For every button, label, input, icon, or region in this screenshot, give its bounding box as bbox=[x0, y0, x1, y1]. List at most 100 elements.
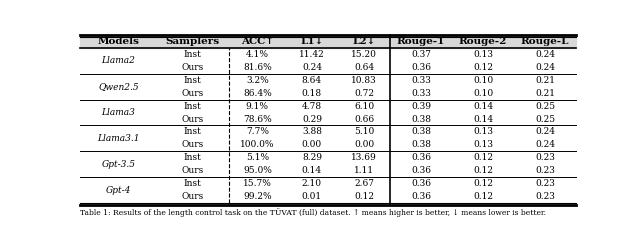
Text: 0.25: 0.25 bbox=[535, 102, 555, 110]
Text: 78.6%: 78.6% bbox=[243, 114, 272, 123]
Text: 0.33: 0.33 bbox=[411, 76, 431, 85]
Text: 0.29: 0.29 bbox=[302, 114, 322, 123]
Text: 0.21: 0.21 bbox=[535, 89, 555, 98]
Text: 0.12: 0.12 bbox=[354, 192, 374, 201]
Text: 8.29: 8.29 bbox=[302, 153, 322, 162]
Text: Ours: Ours bbox=[182, 192, 204, 201]
Text: 0.23: 0.23 bbox=[535, 179, 555, 188]
Text: 81.6%: 81.6% bbox=[243, 63, 272, 72]
Text: 0.14: 0.14 bbox=[473, 102, 493, 110]
Text: Inst: Inst bbox=[184, 179, 202, 188]
Text: 0.13: 0.13 bbox=[473, 127, 493, 136]
Text: 0.00: 0.00 bbox=[302, 140, 322, 149]
Text: 0.36: 0.36 bbox=[411, 153, 431, 162]
Text: 0.24: 0.24 bbox=[302, 63, 322, 72]
Text: Ours: Ours bbox=[182, 140, 204, 149]
Text: 3.2%: 3.2% bbox=[246, 76, 269, 85]
Text: 86.4%: 86.4% bbox=[243, 89, 272, 98]
Text: 2.67: 2.67 bbox=[354, 179, 374, 188]
Text: 0.23: 0.23 bbox=[535, 166, 555, 175]
Text: Inst: Inst bbox=[184, 102, 202, 110]
Text: 0.00: 0.00 bbox=[354, 140, 374, 149]
Text: Rouge-L: Rouge-L bbox=[521, 37, 569, 46]
Text: 0.12: 0.12 bbox=[473, 192, 493, 201]
Text: 0.12: 0.12 bbox=[473, 179, 493, 188]
Text: Llama2: Llama2 bbox=[102, 56, 136, 65]
Text: 5.10: 5.10 bbox=[354, 127, 374, 136]
Text: 8.64: 8.64 bbox=[302, 76, 322, 85]
Text: 0.64: 0.64 bbox=[354, 63, 374, 72]
Text: Ours: Ours bbox=[182, 166, 204, 175]
Text: 0.10: 0.10 bbox=[473, 76, 493, 85]
Text: 11.42: 11.42 bbox=[299, 50, 324, 59]
Text: 0.38: 0.38 bbox=[411, 114, 431, 123]
Text: 13.69: 13.69 bbox=[351, 153, 377, 162]
Text: 0.14: 0.14 bbox=[302, 166, 322, 175]
Text: 0.23: 0.23 bbox=[535, 153, 555, 162]
Text: Inst: Inst bbox=[184, 127, 202, 136]
Text: Qwen2.5: Qwen2.5 bbox=[98, 82, 139, 91]
Text: 0.36: 0.36 bbox=[411, 192, 431, 201]
Text: 95.0%: 95.0% bbox=[243, 166, 272, 175]
Text: 100.0%: 100.0% bbox=[240, 140, 275, 149]
Text: 0.66: 0.66 bbox=[354, 114, 374, 123]
Text: ACC↑: ACC↑ bbox=[241, 37, 274, 46]
Text: 1.11: 1.11 bbox=[354, 166, 374, 175]
Text: 0.38: 0.38 bbox=[411, 127, 431, 136]
Text: L1↓: L1↓ bbox=[300, 37, 324, 46]
Text: 0.36: 0.36 bbox=[411, 63, 431, 72]
Text: 15.7%: 15.7% bbox=[243, 179, 272, 188]
Text: 0.24: 0.24 bbox=[535, 50, 555, 59]
Text: 0.23: 0.23 bbox=[535, 192, 555, 201]
Text: 0.37: 0.37 bbox=[411, 50, 431, 59]
Text: 4.1%: 4.1% bbox=[246, 50, 269, 59]
Text: 0.72: 0.72 bbox=[354, 89, 374, 98]
Text: 0.24: 0.24 bbox=[535, 140, 555, 149]
Text: 5.1%: 5.1% bbox=[246, 153, 269, 162]
Text: 0.13: 0.13 bbox=[473, 50, 493, 59]
Text: Ours: Ours bbox=[182, 114, 204, 123]
Text: Table 1: Results of the length control task on the TÜVAT (full) dataset. ↑ means: Table 1: Results of the length control t… bbox=[80, 208, 546, 217]
Text: Rouge-1: Rouge-1 bbox=[397, 37, 445, 46]
Text: Ours: Ours bbox=[182, 63, 204, 72]
Text: 0.25: 0.25 bbox=[535, 114, 555, 123]
Text: 0.18: 0.18 bbox=[302, 89, 322, 98]
Text: 0.24: 0.24 bbox=[535, 127, 555, 136]
Text: 10.83: 10.83 bbox=[351, 76, 377, 85]
Text: Ours: Ours bbox=[182, 89, 204, 98]
Text: 0.36: 0.36 bbox=[411, 166, 431, 175]
Text: 2.10: 2.10 bbox=[302, 179, 322, 188]
Text: Samplers: Samplers bbox=[166, 37, 220, 46]
Text: Rouge-2: Rouge-2 bbox=[459, 37, 507, 46]
Text: Gpt-3.5: Gpt-3.5 bbox=[101, 160, 136, 169]
Text: Inst: Inst bbox=[184, 76, 202, 85]
Text: Llama3.1: Llama3.1 bbox=[97, 134, 140, 143]
Text: 0.14: 0.14 bbox=[473, 114, 493, 123]
Text: 0.39: 0.39 bbox=[411, 102, 431, 110]
Text: 4.78: 4.78 bbox=[302, 102, 322, 110]
Text: 7.7%: 7.7% bbox=[246, 127, 269, 136]
Text: Inst: Inst bbox=[184, 153, 202, 162]
Text: Gpt-4: Gpt-4 bbox=[106, 185, 131, 195]
Text: 0.12: 0.12 bbox=[473, 63, 493, 72]
Text: 3.88: 3.88 bbox=[302, 127, 322, 136]
Text: Models: Models bbox=[97, 37, 140, 46]
Bar bbox=[80, 35, 576, 48]
Text: 0.12: 0.12 bbox=[473, 166, 493, 175]
Text: 6.10: 6.10 bbox=[354, 102, 374, 110]
Text: 0.10: 0.10 bbox=[473, 89, 493, 98]
Text: Llama3: Llama3 bbox=[102, 108, 136, 117]
Text: 0.38: 0.38 bbox=[411, 140, 431, 149]
Text: Inst: Inst bbox=[184, 50, 202, 59]
Text: 0.21: 0.21 bbox=[535, 76, 555, 85]
Text: 15.20: 15.20 bbox=[351, 50, 377, 59]
Text: 0.24: 0.24 bbox=[535, 63, 555, 72]
Text: 0.12: 0.12 bbox=[473, 153, 493, 162]
Text: 0.01: 0.01 bbox=[302, 192, 322, 201]
Text: 99.2%: 99.2% bbox=[243, 192, 271, 201]
Text: L2↓: L2↓ bbox=[352, 37, 376, 46]
Text: 9.1%: 9.1% bbox=[246, 102, 269, 110]
Text: 0.36: 0.36 bbox=[411, 179, 431, 188]
Text: 0.33: 0.33 bbox=[411, 89, 431, 98]
Text: 0.13: 0.13 bbox=[473, 140, 493, 149]
